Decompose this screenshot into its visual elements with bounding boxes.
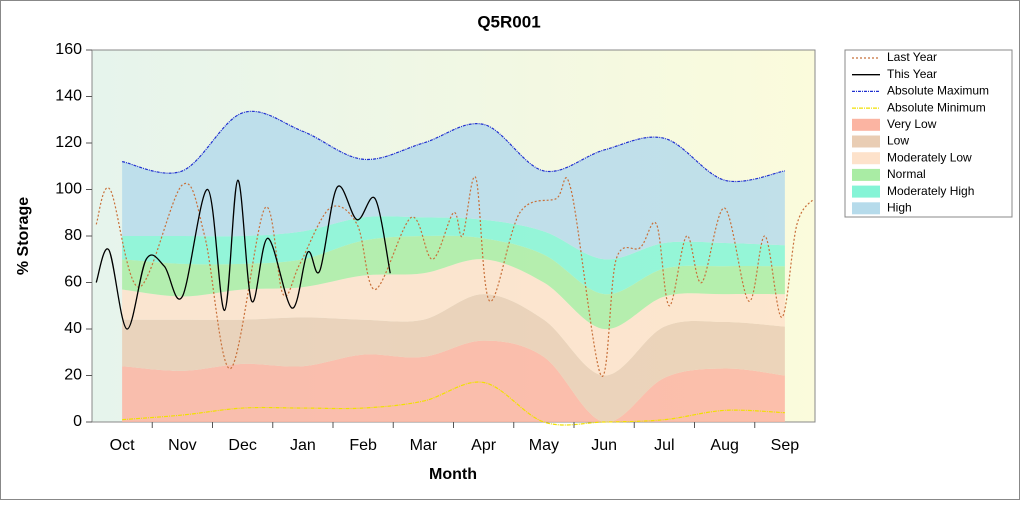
x-axis-label: Month [429,466,477,483]
x-tick-label: Nov [168,437,196,454]
x-tick-label: Mar [410,437,438,454]
series-line [122,381,785,426]
legend-label: Last Year [887,50,937,64]
x-tick-label: Jun [591,437,617,454]
legend-swatch [852,118,880,131]
chart-title: Q5R001 [477,12,540,31]
y-tick-label: 0 [73,413,82,430]
x-tick-label: Oct [110,437,135,454]
band-area [122,340,785,423]
y-tick-label: 160 [55,41,82,58]
series-line [95,179,391,330]
y-tick-label: 40 [64,320,82,337]
x-tick-label: Jan [290,437,316,454]
y-tick-label: 140 [55,88,82,105]
legend-label: This Year [887,67,937,81]
x-tick-label: Sep [771,437,800,454]
plot [95,110,815,426]
band-area [122,259,785,376]
x-tick-label: Aug [710,437,738,454]
legend-swatch [852,185,880,198]
series-line [95,176,815,377]
x-tick-label: May [529,437,559,454]
legend-label: Absolute Maximum [887,84,989,98]
x-tick-label: Dec [228,437,256,454]
x-tick-label: Jul [654,437,674,454]
legend-label: Moderately High [887,184,974,198]
y-axis-label: % Storage [15,197,32,275]
band-area [122,111,785,260]
y-tick-label: 60 [64,274,82,291]
y-tick-label: 120 [55,134,82,151]
legend-swatch [852,135,880,148]
band-area [122,235,785,330]
legend-label: Absolute Minimum [887,100,986,114]
x-tick-label: Apr [471,437,497,454]
legend-label: High [887,200,912,214]
x-tick-label: Feb [349,437,377,454]
band-area [122,216,785,295]
legend: Last Year This Year Absolute Maximum Absolu… [852,50,989,214]
y-tick-label: 100 [55,181,82,198]
legend-swatch [852,202,880,215]
y-tick-label: 80 [64,227,82,244]
legend-swatch [852,152,880,165]
legend-label: Very Low [887,117,937,131]
legend-label: Normal [887,167,926,181]
y-tick-label: 20 [64,367,82,384]
legend-label: Low [887,134,909,148]
band-area [122,294,785,423]
legend-swatch [852,168,880,181]
legend-label: Moderately Low [887,150,972,164]
series-line [122,110,785,183]
